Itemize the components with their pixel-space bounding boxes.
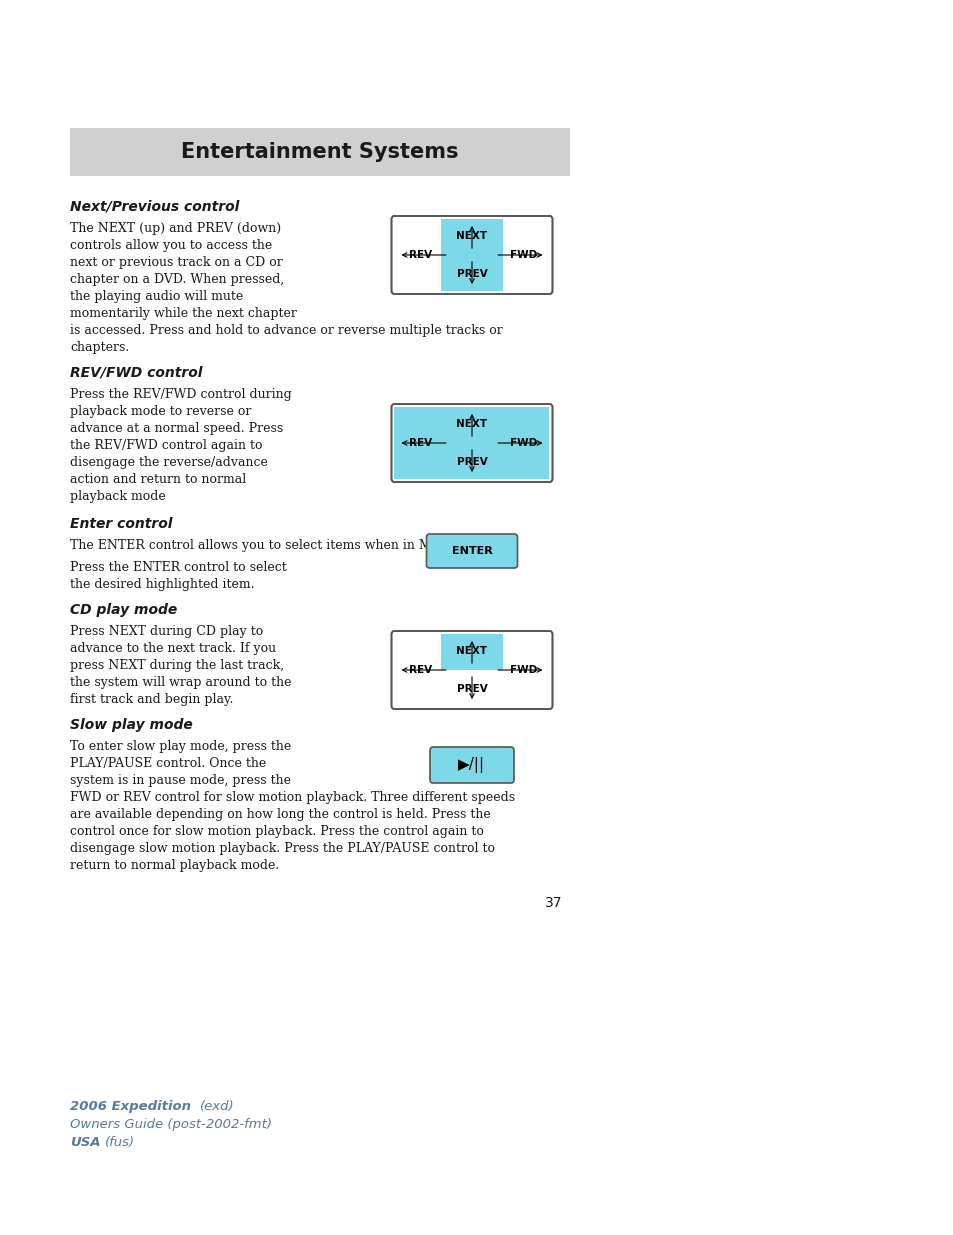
Text: NEXT: NEXT [456, 419, 487, 429]
FancyBboxPatch shape [426, 534, 517, 568]
FancyBboxPatch shape [391, 216, 552, 294]
Text: REV/FWD control: REV/FWD control [70, 366, 202, 380]
Text: Enter control: Enter control [70, 517, 172, 531]
Text: USA: USA [70, 1136, 100, 1149]
Text: NEXT: NEXT [456, 646, 487, 656]
Text: chapters.: chapters. [70, 341, 129, 354]
Text: ▶/||: ▶/|| [458, 757, 485, 773]
Bar [502, 408, 549, 479]
Text: playback mode: playback mode [70, 490, 166, 503]
Text: advance to the next track. If you: advance to the next track. If you [70, 642, 275, 655]
Bar [440, 254, 502, 291]
Text: (fus): (fus) [105, 1136, 135, 1149]
Text: the REV/FWD control again to: the REV/FWD control again to [70, 438, 262, 452]
Text: NEXT: NEXT [456, 231, 487, 241]
Text: 37: 37 [544, 897, 561, 910]
Text: (exd): (exd) [200, 1100, 234, 1113]
Text: the system will wrap around to the: the system will wrap around to the [70, 676, 292, 689]
FancyBboxPatch shape [391, 404, 552, 482]
Text: controls allow you to access the: controls allow you to access the [70, 240, 272, 252]
FancyBboxPatch shape [391, 631, 552, 709]
Text: The ENTER control allows you to select items when in MENU mode.: The ENTER control allows you to select i… [70, 538, 504, 552]
Text: Press the REV/FWD control during: Press the REV/FWD control during [70, 388, 292, 401]
Text: PLAY/PAUSE control. Once the: PLAY/PAUSE control. Once the [70, 757, 266, 769]
FancyBboxPatch shape [430, 747, 514, 783]
Text: disengage the reverse/advance: disengage the reverse/advance [70, 456, 268, 469]
Text: FWD or REV control for slow motion playback. Three different speeds: FWD or REV control for slow motion playb… [70, 790, 515, 804]
Text: return to normal playback mode.: return to normal playback mode. [70, 860, 279, 872]
Text: are available depending on how long the control is held. Press the: are available depending on how long the … [70, 808, 490, 821]
Text: REV: REV [409, 438, 432, 448]
Text: Press NEXT during CD play to: Press NEXT during CD play to [70, 625, 263, 638]
Text: press NEXT during the last track,: press NEXT during the last track, [70, 659, 284, 672]
Text: FWD: FWD [509, 249, 537, 261]
Text: Press the ENTER control to select: Press the ENTER control to select [70, 561, 287, 574]
Text: PREV: PREV [456, 684, 487, 694]
Text: FWD: FWD [509, 664, 537, 676]
Text: system is in pause mode, press the: system is in pause mode, press the [70, 774, 291, 787]
Bar [440, 408, 502, 479]
Text: is accessed. Press and hold to advance or reverse multiple tracks or: is accessed. Press and hold to advance o… [70, 324, 502, 337]
Text: control once for slow motion playback. Press the control again to: control once for slow motion playback. P… [70, 825, 483, 839]
Text: the playing audio will mute: the playing audio will mute [70, 290, 243, 303]
Text: FWD: FWD [509, 438, 537, 448]
Bar [440, 219, 502, 254]
Text: the desired highlighted item.: the desired highlighted item. [70, 578, 254, 592]
Text: ENTER: ENTER [451, 546, 492, 556]
Text: PREV: PREV [456, 269, 487, 279]
Text: next or previous track on a CD or: next or previous track on a CD or [70, 256, 282, 269]
Bar [395, 408, 440, 479]
Text: chapter on a DVD. When pressed,: chapter on a DVD. When pressed, [70, 273, 284, 287]
Text: The NEXT (up) and PREV (down): The NEXT (up) and PREV (down) [70, 222, 281, 235]
Text: Next/Previous control: Next/Previous control [70, 200, 239, 214]
Text: first track and begin play.: first track and begin play. [70, 693, 233, 706]
Text: advance at a normal speed. Press: advance at a normal speed. Press [70, 422, 283, 435]
Text: REV: REV [409, 664, 432, 676]
Text: Slow play mode: Slow play mode [70, 718, 193, 732]
Text: 2006 Expedition: 2006 Expedition [70, 1100, 191, 1113]
Text: To enter slow play mode, press the: To enter slow play mode, press the [70, 740, 291, 753]
Text: REV: REV [409, 249, 432, 261]
Text: CD play mode: CD play mode [70, 603, 177, 618]
Text: Entertainment Systems: Entertainment Systems [181, 142, 458, 162]
Bar [440, 634, 502, 671]
Text: action and return to normal: action and return to normal [70, 473, 246, 487]
Bar [70, 128, 569, 177]
Text: Owners Guide (post-2002-fmt): Owners Guide (post-2002-fmt) [70, 1118, 272, 1131]
Text: disengage slow motion playback. Press the PLAY/PAUSE control to: disengage slow motion playback. Press th… [70, 842, 495, 855]
Text: momentarily while the next chapter: momentarily while the next chapter [70, 308, 296, 320]
Text: playback mode to reverse or: playback mode to reverse or [70, 405, 251, 417]
Text: PREV: PREV [456, 457, 487, 467]
